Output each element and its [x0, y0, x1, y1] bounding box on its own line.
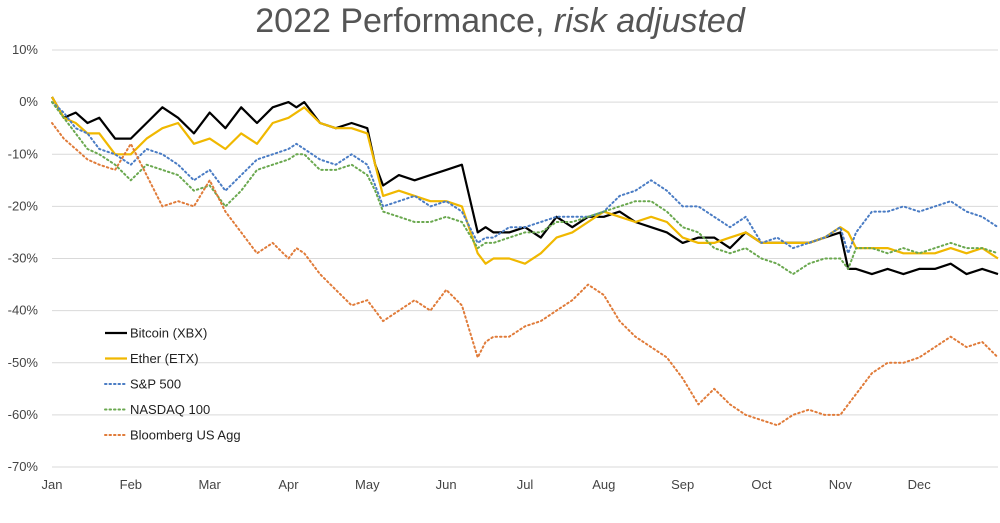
series-line-2	[51, 101, 999, 255]
x-tick-label: Jun	[436, 477, 457, 492]
y-tick-label: -40%	[8, 303, 39, 318]
x-tick-label: Apr	[278, 477, 299, 492]
legend-label-4: Bloomberg US Agg	[130, 428, 241, 443]
x-tick-label: Jan	[42, 477, 63, 492]
series-line-0	[51, 96, 999, 276]
chart-title-main: 2022 Performance,	[255, 2, 554, 40]
y-tick-label: 10%	[12, 42, 38, 57]
y-tick-label: -60%	[8, 407, 39, 422]
y-tick-label: -10%	[8, 146, 39, 161]
legend-label-0: Bitcoin (XBX)	[130, 326, 207, 341]
x-axis-ticks: Jan Feb Mar Apr May Jun Jul Aug Sep Oct Nov Dec	[42, 477, 932, 492]
y-tick-label: -70%	[8, 459, 39, 474]
chart-title-italic: risk adjusted	[553, 2, 745, 40]
x-tick-label: Dec	[908, 477, 932, 492]
x-tick-label: May	[355, 477, 380, 492]
x-tick-label: Nov	[829, 477, 853, 492]
x-tick-label: Oct	[751, 477, 772, 492]
x-tick-label: Sep	[671, 477, 694, 492]
legend-label-3: NASDAQ 100	[130, 402, 210, 417]
y-tick-label: 0%	[19, 94, 38, 109]
series-line-1	[51, 96, 999, 265]
y-axis-ticks: 10% 0% -10% -20% -30% -40% -50% -60% -70%	[8, 42, 39, 474]
chart-title: 2022 Performance, risk adjusted	[0, 2, 1000, 41]
series-line-3	[51, 101, 999, 276]
series-line-4	[51, 122, 999, 427]
legend-label-1: Ether (ETX)	[130, 351, 199, 366]
series-layer	[51, 96, 999, 427]
grid-layer	[52, 49, 998, 468]
x-tick-label: Aug	[592, 477, 615, 492]
legend-label-2: S&P 500	[130, 377, 181, 392]
legend: Bitcoin (XBX) Ether (ETX) S&P 500 NASDAQ 10…	[104, 326, 241, 443]
y-tick-label: -50%	[8, 355, 39, 370]
y-tick-label: -30%	[8, 251, 39, 266]
x-tick-label: Mar	[198, 477, 221, 492]
x-tick-label: Jul	[517, 477, 534, 492]
x-tick-label: Feb	[120, 477, 142, 492]
y-tick-label: -20%	[8, 198, 39, 213]
